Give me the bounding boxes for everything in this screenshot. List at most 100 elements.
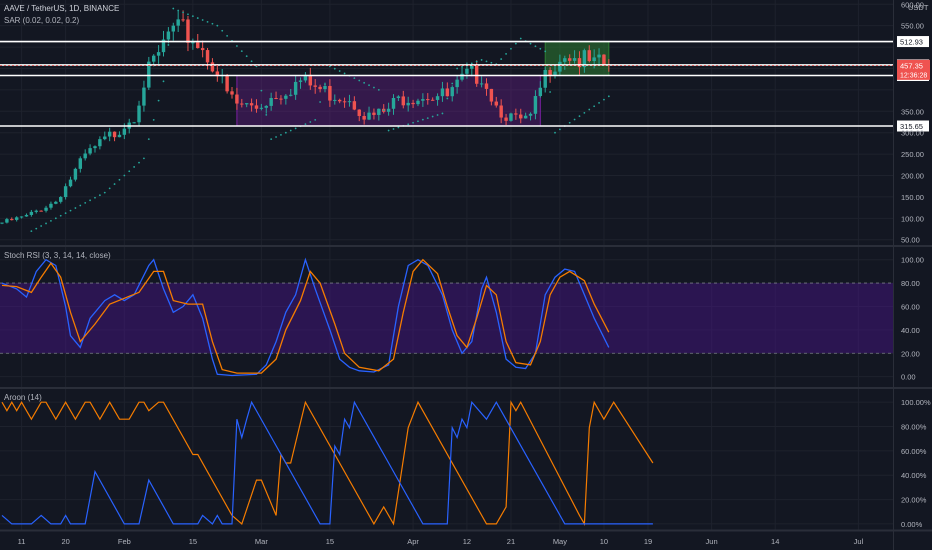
candle-body	[230, 91, 234, 95]
stoch-rsi-band	[0, 283, 893, 354]
candle-body	[293, 81, 298, 95]
candle-body	[602, 54, 606, 65]
sar-dot	[573, 118, 576, 121]
sar-dot	[216, 24, 219, 27]
sar-dot	[505, 53, 507, 55]
sar-dot	[113, 183, 116, 185]
stoch-rsi-title: Stoch RSI (3, 3, 14, 14, close)	[4, 251, 111, 260]
sar-indicator-title: SAR (0.02, 0.02, 0.2)	[4, 16, 79, 25]
candle-body	[249, 103, 254, 106]
sar-dot	[206, 20, 209, 23]
sar-dot	[284, 131, 287, 134]
candle-body	[333, 99, 337, 101]
sar-dot	[534, 45, 537, 48]
candle-body	[347, 101, 352, 103]
zone-purple	[236, 75, 541, 127]
sar-dot	[593, 105, 596, 108]
candle-body	[49, 203, 53, 208]
sar-dot	[162, 80, 165, 83]
candle-body	[318, 86, 322, 90]
sar-dot	[157, 99, 160, 102]
candle-body	[83, 153, 87, 159]
candle-body	[342, 101, 347, 103]
candle-body	[411, 102, 415, 105]
candle-body	[558, 61, 562, 72]
candle-body	[176, 19, 180, 26]
candle-body	[244, 103, 249, 105]
sar-dot	[187, 13, 189, 16]
sar-dot	[426, 117, 429, 120]
candle-body	[426, 99, 430, 101]
sar-dot	[510, 47, 512, 50]
sar-dot	[294, 127, 297, 130]
candle-body	[313, 85, 317, 87]
price-axis-tick: 150.00	[901, 193, 924, 202]
time-axis-tick: 15	[189, 537, 197, 546]
candle-body	[39, 210, 43, 212]
candle-body	[14, 217, 19, 220]
candle-body	[421, 99, 425, 101]
sar-dot	[519, 37, 522, 40]
candle-body	[352, 101, 357, 110]
sar-dot	[54, 217, 57, 220]
sar-dot	[387, 129, 390, 132]
candle-body	[445, 88, 450, 97]
stoch-rsi-axis-tick: 60.00	[901, 302, 920, 311]
candle-body	[543, 69, 547, 88]
candle-body	[396, 96, 401, 98]
sar-dot	[167, 44, 170, 46]
sar-dot	[236, 45, 238, 47]
price-axis-tick: 50.00	[901, 236, 920, 245]
currency-label: USDT	[908, 3, 929, 12]
zone-green	[544, 41, 610, 77]
candle-body	[107, 131, 112, 137]
sar-dot	[172, 7, 175, 10]
candle-body	[577, 58, 582, 68]
sar-dot	[226, 34, 229, 37]
candle-body	[289, 94, 293, 96]
sar-dot	[89, 199, 91, 202]
candle-body	[298, 80, 303, 82]
sar-dot	[182, 11, 184, 14]
sar-dot	[280, 133, 282, 136]
sar-dot	[152, 118, 155, 121]
sar-dot	[598, 102, 600, 104]
sar-dot	[500, 58, 503, 60]
sar-dot	[201, 19, 204, 21]
sar-dot	[123, 174, 126, 177]
sar-dot	[240, 50, 243, 53]
sar-dot	[412, 121, 414, 124]
candle-body	[264, 105, 268, 108]
sar-dot	[30, 230, 33, 233]
sar-dot	[554, 131, 556, 134]
sar-dot	[568, 121, 571, 124]
candle-body	[323, 85, 327, 90]
sar-dot	[314, 118, 317, 121]
price-axis-tick: 100.00	[901, 214, 924, 223]
sar-dot	[289, 129, 292, 132]
sar-dot	[309, 121, 312, 123]
candle-body	[460, 73, 464, 80]
time-axis-tick: Apr	[407, 537, 419, 546]
aroon-axis-tick: 100.00%	[901, 398, 931, 407]
sar-dot	[544, 50, 547, 53]
candle-body	[538, 87, 543, 97]
sar-dot	[147, 138, 150, 141]
candle-body	[68, 179, 73, 187]
sar-dot	[319, 101, 322, 103]
sar-dot	[549, 91, 552, 93]
stoch-rsi-d-line	[1, 258, 610, 374]
candle-body	[362, 115, 366, 120]
candle-body	[73, 168, 78, 180]
time-axis-tick: 20	[61, 537, 69, 546]
time-axis-tick: Mar	[255, 537, 268, 546]
candle-body	[59, 197, 63, 202]
sar-dot	[382, 109, 385, 112]
sar-dot	[377, 88, 380, 91]
candle-body	[0, 222, 4, 224]
sar-dot	[304, 123, 307, 126]
time-axis-tick: Feb	[118, 537, 131, 546]
